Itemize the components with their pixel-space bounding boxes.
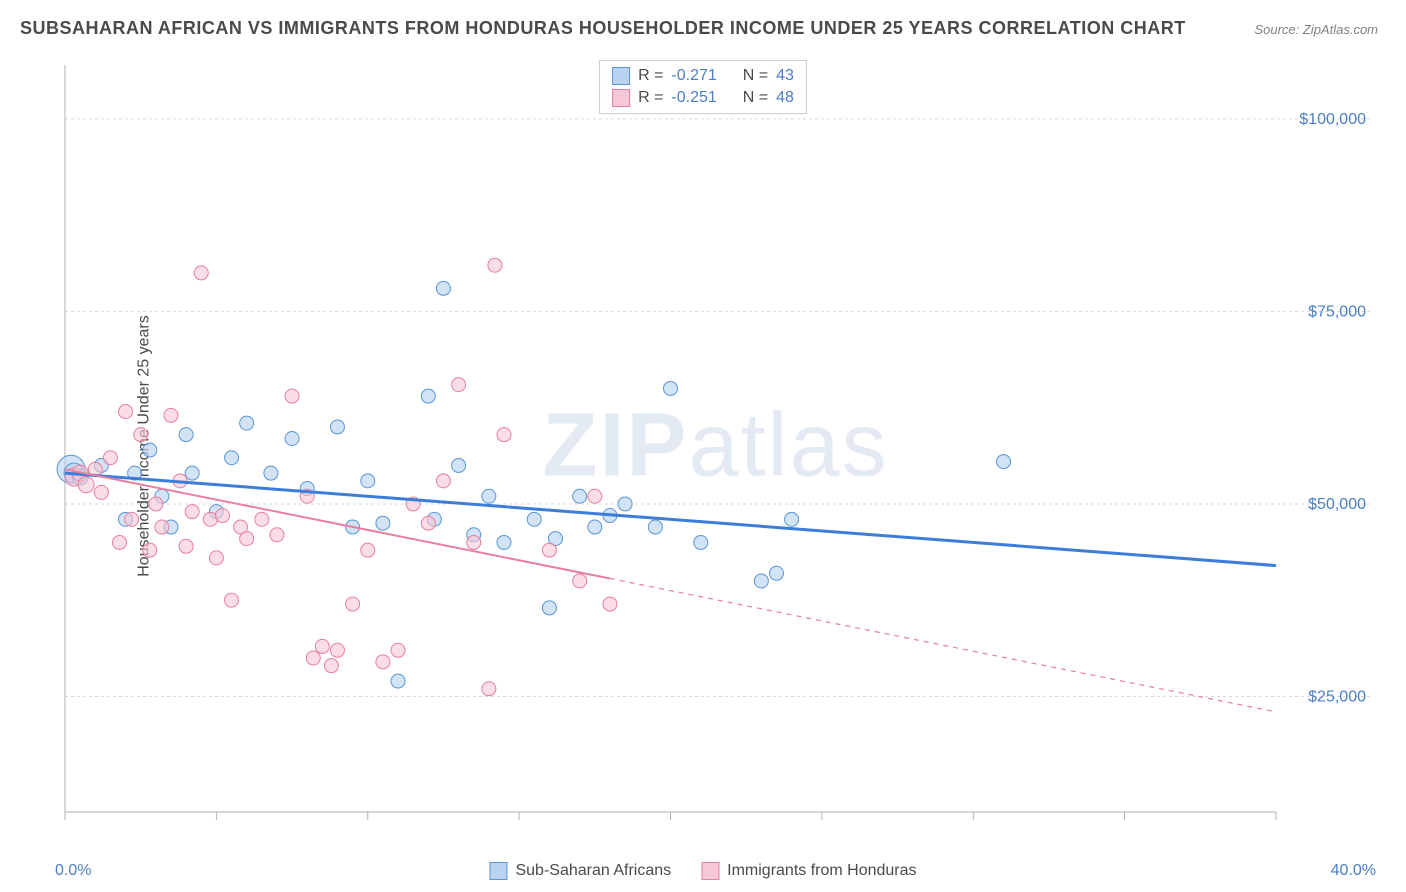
legend-item: Sub-Saharan Africans [489, 862, 671, 880]
x-axis-max-label: 40.0% [1331, 862, 1376, 880]
stats-legend-row: R = -0.251 N = 48 [608, 87, 798, 109]
svg-text:$25,000: $25,000 [1308, 688, 1366, 705]
legend-label: Immigrants from Honduras [727, 862, 916, 880]
stat-n-value: 43 [776, 67, 794, 85]
stats-legend-row: R = -0.271 N = 43 [608, 65, 798, 87]
source-attribution: Source: ZipAtlas.com [1254, 22, 1378, 37]
stat-r-value: -0.251 [671, 89, 716, 107]
legend-swatch [701, 862, 719, 880]
legend-swatch [612, 89, 630, 107]
legend-swatch [489, 862, 507, 880]
stat-r-label: R = [638, 89, 663, 107]
stat-n-label: N = [743, 67, 768, 85]
scatter-chart: $25,000 $50,000 $75,000 $100,000 [55, 55, 1376, 837]
svg-text:$100,000: $100,000 [1299, 111, 1366, 128]
stat-n-value: 48 [776, 89, 794, 107]
stat-r-value: -0.271 [671, 67, 716, 85]
svg-text:$75,000: $75,000 [1308, 303, 1366, 320]
series-legend: Sub-Saharan Africans Immigrants from Hon… [489, 862, 916, 880]
stat-r-label: R = [638, 67, 663, 85]
chart-area: $25,000$50,000$75,000$100,000 ZIPatlas [55, 55, 1376, 837]
svg-text:$50,000: $50,000 [1308, 496, 1366, 513]
stat-n-label: N = [743, 89, 768, 107]
legend-label: Sub-Saharan Africans [515, 862, 671, 880]
stats-legend: R = -0.271 N = 43 R = -0.251 N = 48 [599, 60, 807, 114]
legend-item: Immigrants from Honduras [701, 862, 916, 880]
legend-swatch [612, 67, 630, 85]
chart-title: SUBSAHARAN AFRICAN VS IMMIGRANTS FROM HO… [20, 18, 1186, 39]
x-axis-min-label: 0.0% [55, 862, 91, 880]
